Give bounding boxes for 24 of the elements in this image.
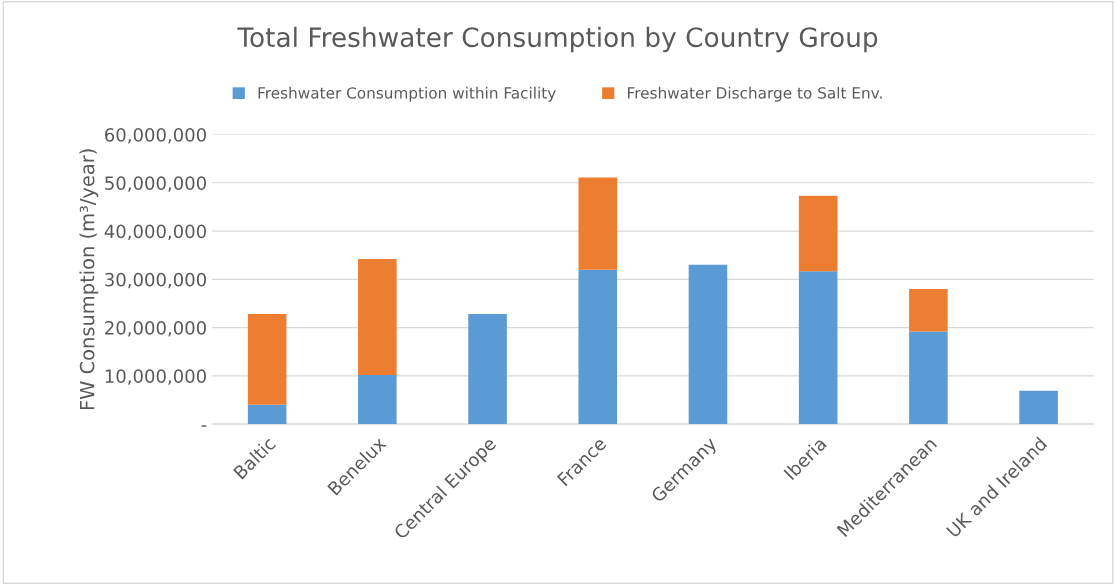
bar bbox=[358, 374, 397, 425]
bar bbox=[578, 177, 618, 270]
bar bbox=[909, 331, 948, 425]
y-tick-label: 40,000,000 bbox=[104, 224, 206, 241]
y-tick-label: - bbox=[201, 425, 207, 427]
y-tick-label: 30,000,000 bbox=[105, 272, 206, 289]
bar bbox=[688, 264, 728, 425]
bar bbox=[909, 288, 948, 332]
y-tick-label: 60,000,000 bbox=[105, 128, 206, 144]
bar bbox=[1019, 390, 1058, 425]
y-tick-label: 50,000,000 bbox=[105, 176, 206, 192]
bar bbox=[798, 195, 838, 272]
bar bbox=[358, 259, 397, 375]
y-axis-title: FW Consumption (m³/year) bbox=[79, 149, 99, 410]
chart-title: Total Freshwater Consumption by Country Group bbox=[237, 26, 878, 53]
bar bbox=[798, 271, 838, 425]
bar bbox=[578, 269, 618, 425]
legend-label: Freshwater Discharge to Salt Env. bbox=[628, 86, 882, 102]
bar bbox=[247, 314, 287, 405]
bar bbox=[468, 314, 507, 425]
legend-label: Freshwater Consumption within Facility bbox=[258, 86, 556, 102]
bar bbox=[247, 404, 287, 425]
y-tick-label: 20,000,000 bbox=[105, 321, 206, 337]
y-tick-label: 10,000,000 bbox=[105, 369, 206, 385]
